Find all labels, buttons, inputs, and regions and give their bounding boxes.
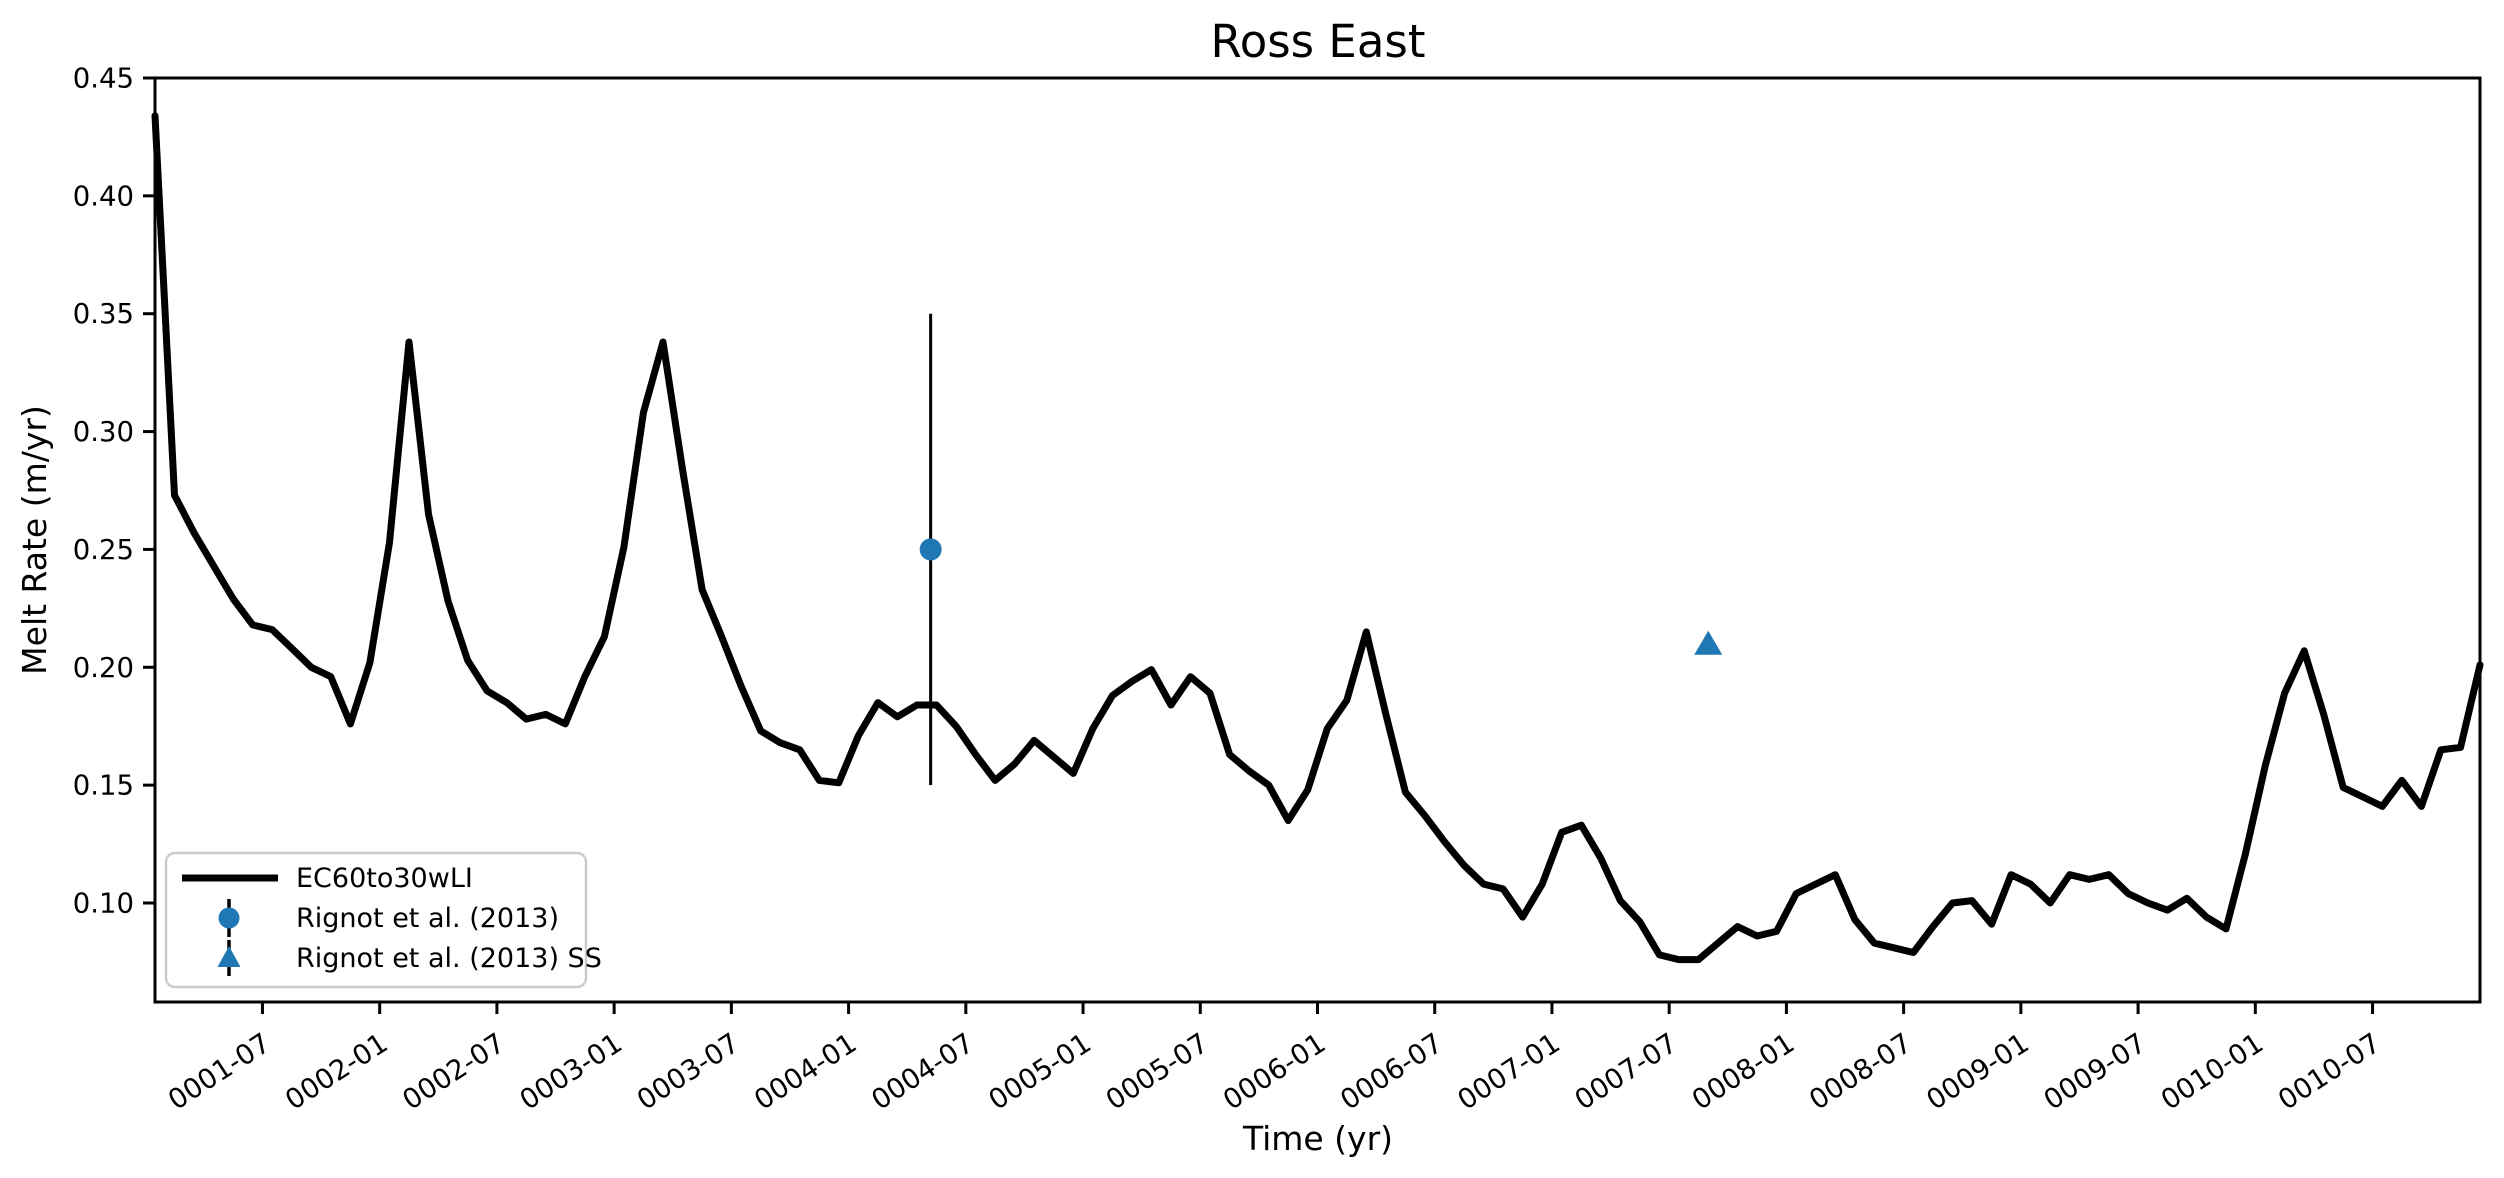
x-tick-label: 0004-07 — [866, 1027, 980, 1116]
x-tick-label: 0010-01 — [2155, 1027, 2269, 1116]
x-axis-label: Time (yr) — [1242, 1119, 1393, 1158]
series-line-ec60to30wli — [151, 112, 2484, 964]
y-axis-label: Melt Rate (m/yr) — [15, 405, 54, 675]
x-tick-label: 0009-01 — [1921, 1027, 2035, 1116]
legend-label-rignot: Rignot et al. (2013) — [296, 903, 559, 934]
chart-title: Ross East — [1210, 15, 1425, 68]
legend-triangle-marker — [217, 946, 241, 967]
x-tick-label: 0003-07 — [631, 1027, 745, 1116]
x-tick-label: 0008-07 — [1804, 1027, 1918, 1116]
x-tick-label: 0007-01 — [1452, 1027, 1566, 1116]
y-tick-label: 0.40 — [73, 180, 134, 212]
y-tick-label: 0.20 — [73, 652, 134, 684]
data-series — [151, 112, 2484, 964]
x-tick-label: 0003-01 — [514, 1027, 628, 1116]
ref-marker-triangle — [1694, 630, 1723, 655]
x-tick-label: 0002-07 — [397, 1027, 511, 1116]
legend: EC60to30wLI Rignot et al. (2013) Rignot … — [164, 851, 602, 989]
legend-box — [164, 851, 588, 989]
y-tick-label: 0.15 — [73, 770, 134, 802]
x-tick-label: 0005-07 — [1100, 1027, 1214, 1116]
axes-spines — [153, 76, 2482, 1004]
plot-area — [155, 78, 2480, 1002]
y-tick-label: 0.25 — [73, 534, 134, 566]
x-tick-label: 0002-01 — [280, 1027, 394, 1116]
x-tick-label: 0007-07 — [1569, 1027, 1683, 1116]
x-tick-label: 0008-01 — [1686, 1027, 1800, 1116]
legend-label-series: EC60to30wLI — [296, 863, 473, 894]
x-tick-label: 0006-07 — [1335, 1027, 1449, 1116]
legend-circle-marker — [218, 907, 240, 929]
x-tick-label: 0009-07 — [2038, 1027, 2152, 1116]
y-tick-label: 0.30 — [73, 416, 134, 448]
x-tick-label: 0005-01 — [983, 1027, 1097, 1116]
x-tick-label: 0001-07 — [162, 1027, 276, 1116]
x-tick-label: 0004-01 — [749, 1027, 863, 1116]
legend-label-rignot-ss: Rignot et al. (2013) SS — [296, 943, 602, 974]
ref-marker-circle — [919, 538, 942, 561]
x-tick-label: 0010-07 — [2273, 1027, 2387, 1116]
y-tick-label: 0.45 — [73, 63, 134, 95]
y-tick-label: 0.35 — [73, 298, 134, 330]
x-tick-label: 0006-01 — [1218, 1027, 1332, 1116]
y-tick-label: 0.10 — [73, 888, 134, 920]
